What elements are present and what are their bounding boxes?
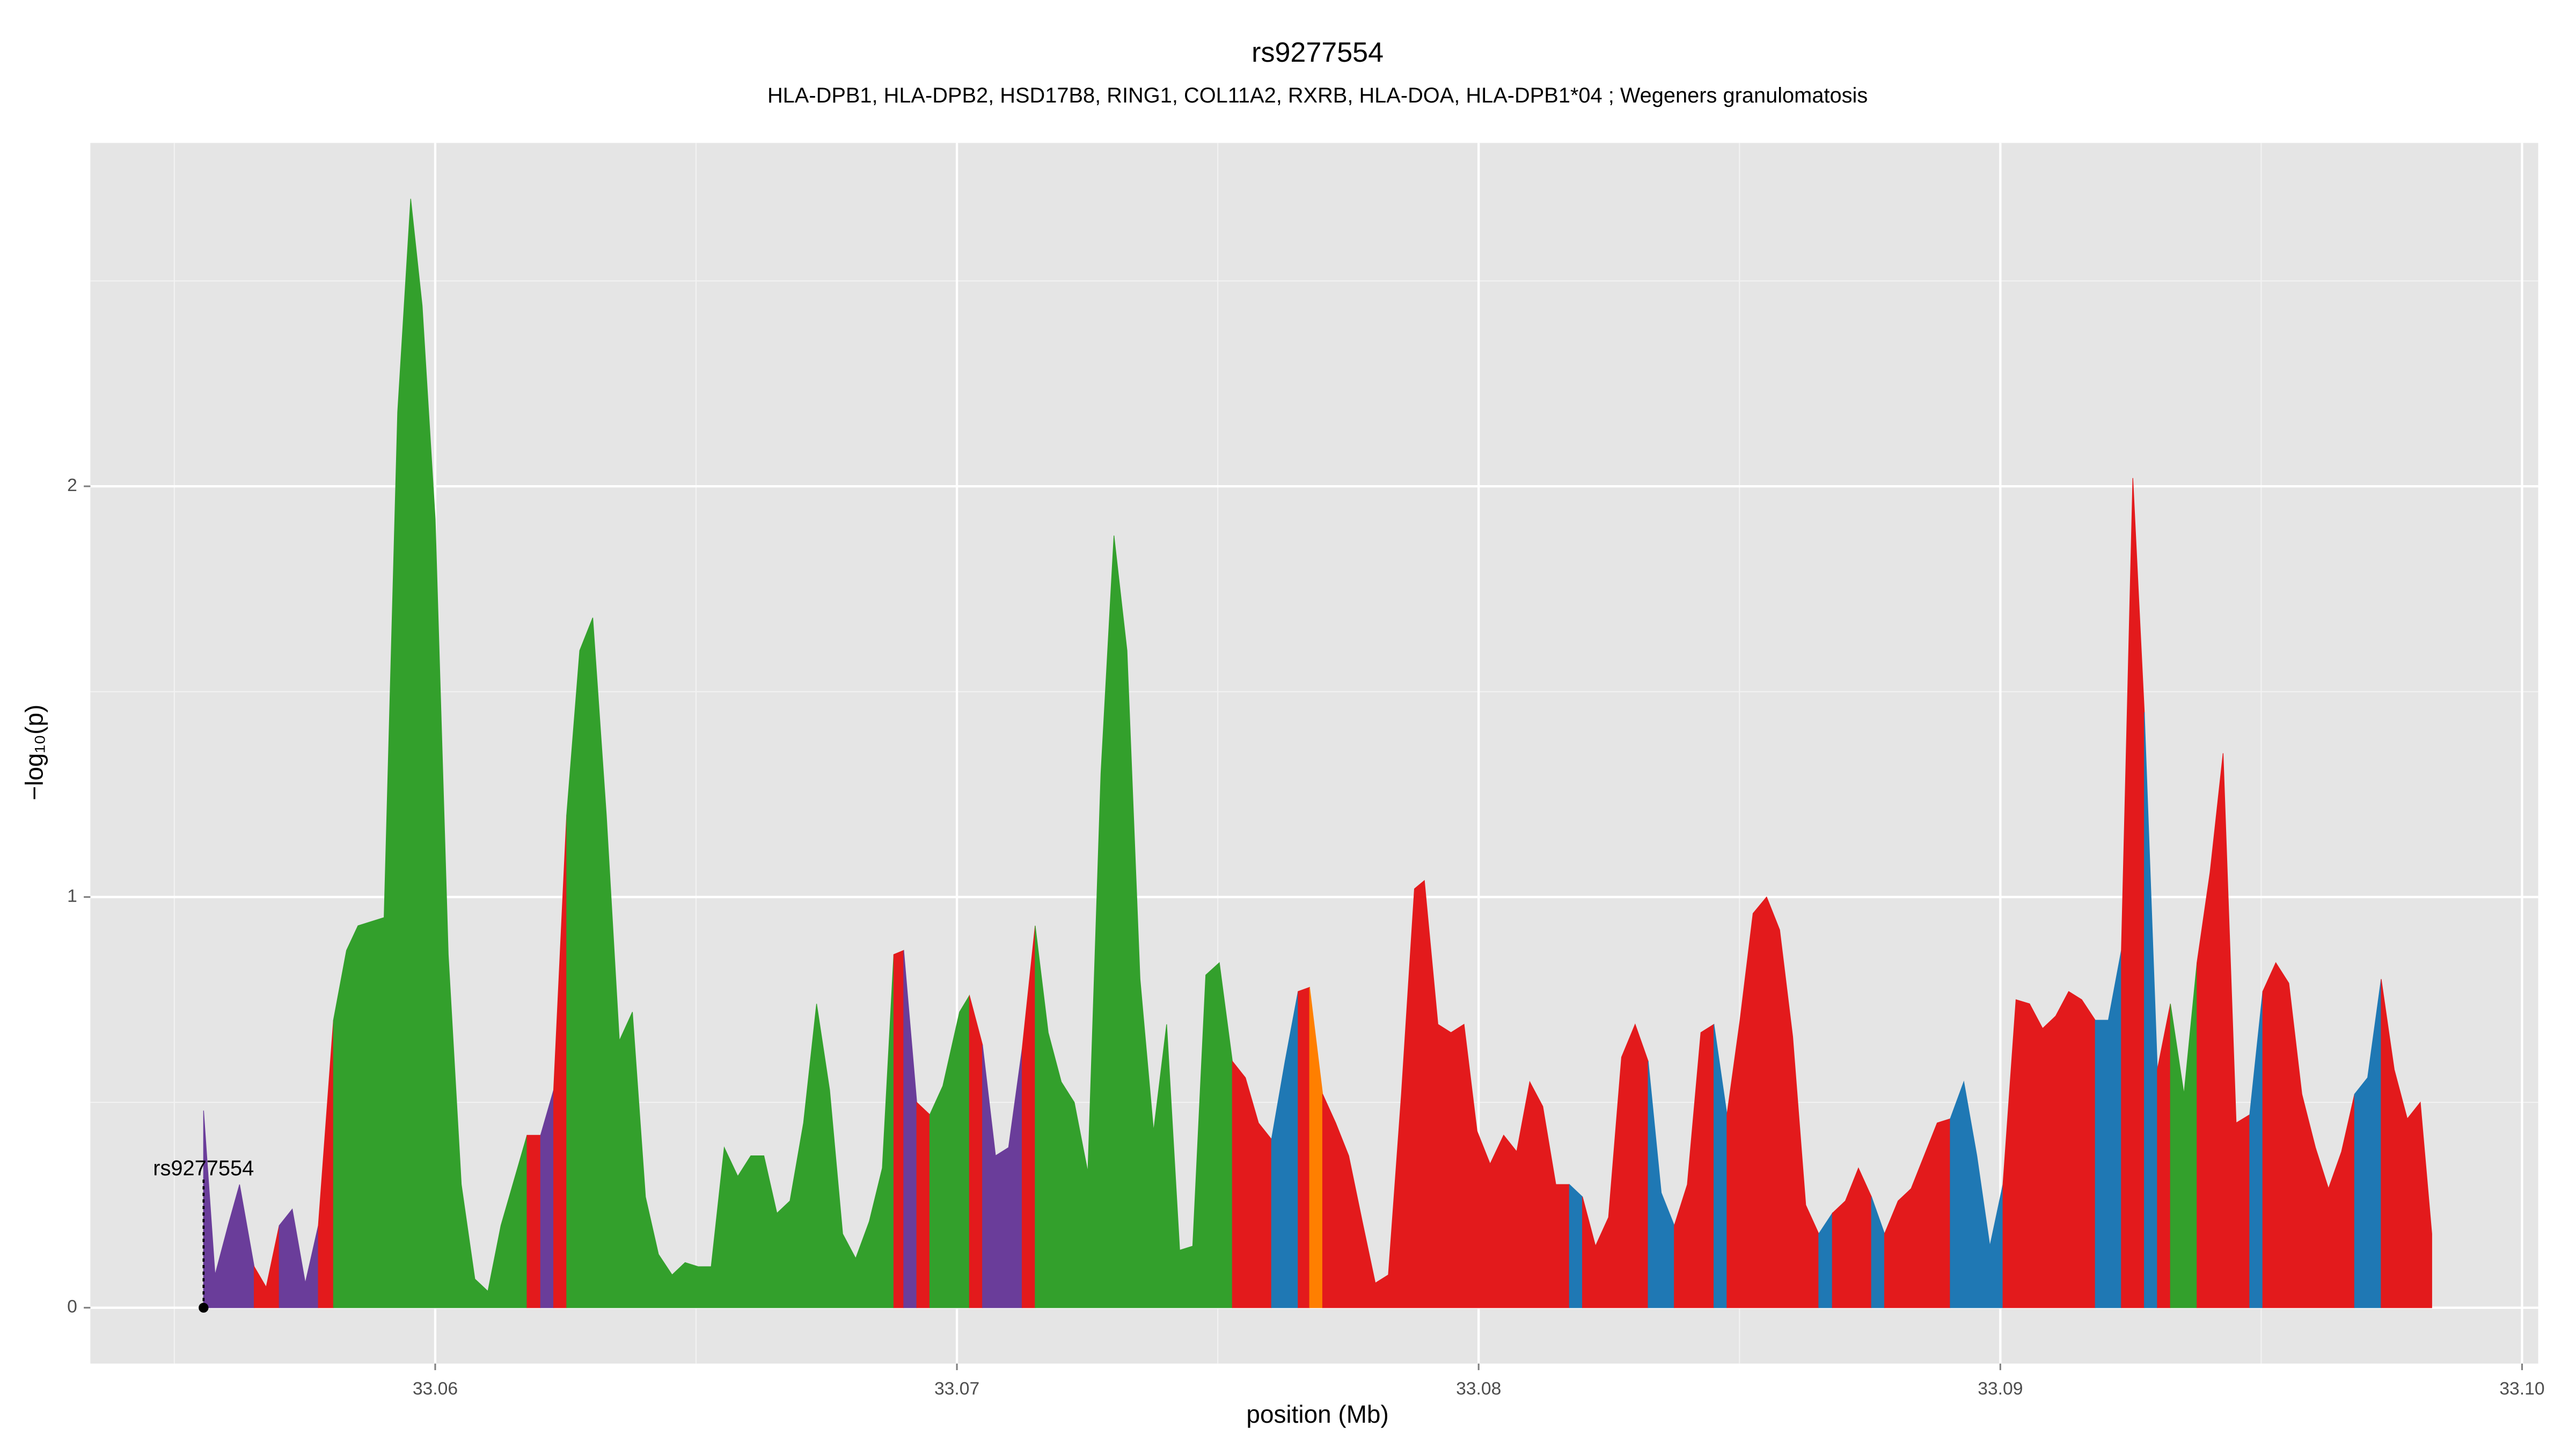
y-tick-label: 1 xyxy=(67,886,77,906)
area-segment xyxy=(1569,1183,1583,1308)
marks: rs9277554 xyxy=(153,199,2432,1313)
axes: 33.06 33.07 33.08 33.09 33.10 0 1 2 xyxy=(67,475,2544,1399)
y-tick-label: 2 xyxy=(67,475,77,495)
area-segment xyxy=(2197,753,2250,1308)
x-tick-label: 33.08 xyxy=(1456,1379,1501,1399)
x-tick-label: 33.10 xyxy=(2499,1379,2544,1399)
area-segment xyxy=(526,1135,541,1308)
y-tick-label: 0 xyxy=(67,1297,77,1317)
area-segment xyxy=(1298,986,1310,1308)
x-tick-label: 33.06 xyxy=(413,1379,458,1399)
x-tick-label: 33.09 xyxy=(1978,1379,2023,1399)
annotation-point xyxy=(199,1302,209,1313)
area-segment xyxy=(1322,880,1570,1308)
area-segment xyxy=(969,995,983,1308)
chart-subtitle: HLA-DPB1, HLA-DPB2, HSD17B8, RING1, COL1… xyxy=(767,84,1868,107)
area-segment xyxy=(2262,962,2355,1308)
chart-title: rs9277554 xyxy=(1252,37,1384,68)
area-segment xyxy=(566,617,895,1308)
x-tick-label: 33.07 xyxy=(934,1379,979,1399)
area-segment xyxy=(1726,896,1819,1308)
area-segment xyxy=(1950,1080,2003,1308)
area-segment xyxy=(916,1101,931,1308)
area-segment xyxy=(203,1110,255,1308)
area-segment xyxy=(1582,1023,1649,1308)
area-segment xyxy=(1884,1118,1951,1308)
y-axis-label: −log₁₀(p) xyxy=(20,705,48,801)
area-segment xyxy=(893,950,904,1308)
area-segment xyxy=(2002,991,2096,1308)
annotation-label: rs9277554 xyxy=(153,1157,254,1180)
x-axis-label: position (Mb) xyxy=(1246,1400,1388,1428)
area-segment xyxy=(2381,979,2432,1308)
